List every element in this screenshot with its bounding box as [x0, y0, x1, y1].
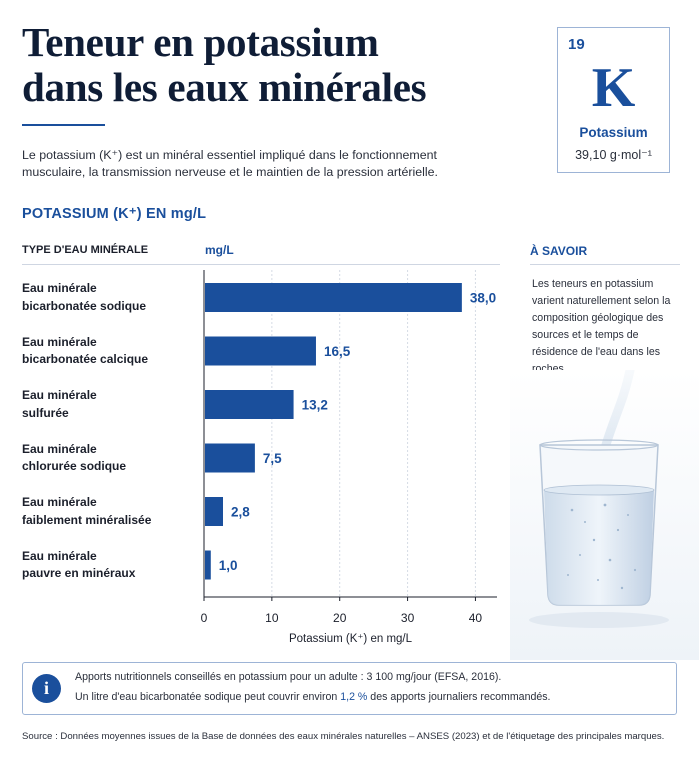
water-glass-illustration [510, 365, 699, 660]
title-line-1: Teneur en potassium [22, 19, 379, 65]
category-label-4-line-1: Eau minérale [22, 441, 97, 456]
bar-4 [205, 443, 255, 473]
info-icon: i [32, 674, 61, 703]
info-line-2: Un litre d'eau bicarbonatée sodique peut… [75, 691, 550, 703]
element-name: Potassium [579, 125, 648, 140]
category-label-1-line-1: Eau minérale [22, 281, 97, 295]
category-label-2-line-2: bicarbonatée calcique [22, 352, 149, 366]
category-label-1-line-2: bicarbonatée sodique [22, 298, 147, 313]
side-title: À SAVOIR [530, 244, 588, 258]
info-line-2-start: Un litre d'eau bicarbonatée sodique peut… [75, 691, 341, 703]
atomic-number: 19 [568, 36, 585, 53]
category-label-3-line-2: sulfurée [22, 405, 69, 420]
page-title: Teneur en potassium dans les eaux minéra… [22, 20, 522, 110]
category-label-4: Eau minérale chlorurée sodique [22, 441, 197, 476]
value-label-6: 1,0 [219, 558, 238, 573]
title-underline [22, 124, 105, 126]
side-divider [530, 264, 680, 265]
x-tick-label-10: 10 [265, 611, 279, 625]
value-label-1: 38,0 [470, 291, 496, 306]
value-label-2: 16,5 [324, 344, 351, 359]
bar-2 [205, 336, 316, 366]
value-label-4: 7,5 [263, 451, 282, 466]
category-label-4-line-2: chlorurée sodique [22, 459, 127, 473]
category-label-6-line-1: Eau minérale [22, 548, 97, 563]
bar-5 [205, 497, 223, 526]
element-symbol: K [591, 57, 636, 119]
category-column-header: TYPE D'EAU MINÉRALE [22, 244, 149, 256]
x-tick-label-40: 40 [469, 611, 483, 625]
category-label-5-line-2: faiblement minéralisée [22, 512, 152, 527]
category-label-3: Eau minérale sulfurée [22, 387, 197, 422]
atomic-mass: 39,10 g·mol⁻¹ [575, 148, 652, 162]
value-label-5: 2,8 [231, 505, 250, 520]
x-axis-label: Potassium (K⁺) en mg/L [289, 633, 413, 645]
chart-section-title: POTASSIUM (K⁺) EN mg/L [22, 206, 207, 222]
source-note: Source : Données moyennes issues de la B… [22, 731, 665, 742]
category-label-3-line-1: Eau minérale [22, 388, 97, 402]
category-label-6-line-2: pauvre en minéraux [22, 566, 136, 580]
info-line-2-end: des apports journaliers recommandés. [367, 691, 551, 703]
unit-column-header: mg/L [205, 243, 234, 257]
category-label-6: Eau minérale pauvre en minéraux [22, 548, 197, 583]
side-text: Les teneurs en potassium varient naturel… [532, 278, 671, 375]
info-line-1: Apports nutritionnels conseillés en pota… [75, 671, 502, 683]
header-divider [22, 264, 500, 265]
x-tick-label-0: 0 [201, 611, 208, 625]
title-line-2: dans les eaux minérales [22, 64, 427, 110]
intro-text: Le potassium (K⁺) est un minéral essenti… [22, 148, 438, 179]
category-label-2: Eau minérale bicarbonatée calcique [22, 334, 197, 369]
bar-3 [205, 390, 294, 419]
category-label-5: Eau minérale faiblement minéralisée [22, 494, 197, 529]
category-label-2-line-1: Eau minérale [22, 334, 97, 349]
periodic-element-card: 19 K Potassium 39,10 g·mol⁻¹ [557, 27, 670, 173]
category-label-5-line-1: Eau minérale [22, 495, 97, 509]
bar-1 [205, 283, 462, 312]
category-label-1: Eau minérale bicarbonatée sodique [22, 280, 197, 315]
info-highlight: 1,2 % [340, 691, 368, 703]
x-tick-label-20: 20 [333, 611, 347, 625]
value-label-3: 13,2 [302, 398, 328, 413]
info-box: i Apports nutritionnels conseillés en po… [22, 662, 677, 715]
bar-6 [205, 550, 211, 580]
x-tick-label-30: 30 [401, 611, 415, 625]
